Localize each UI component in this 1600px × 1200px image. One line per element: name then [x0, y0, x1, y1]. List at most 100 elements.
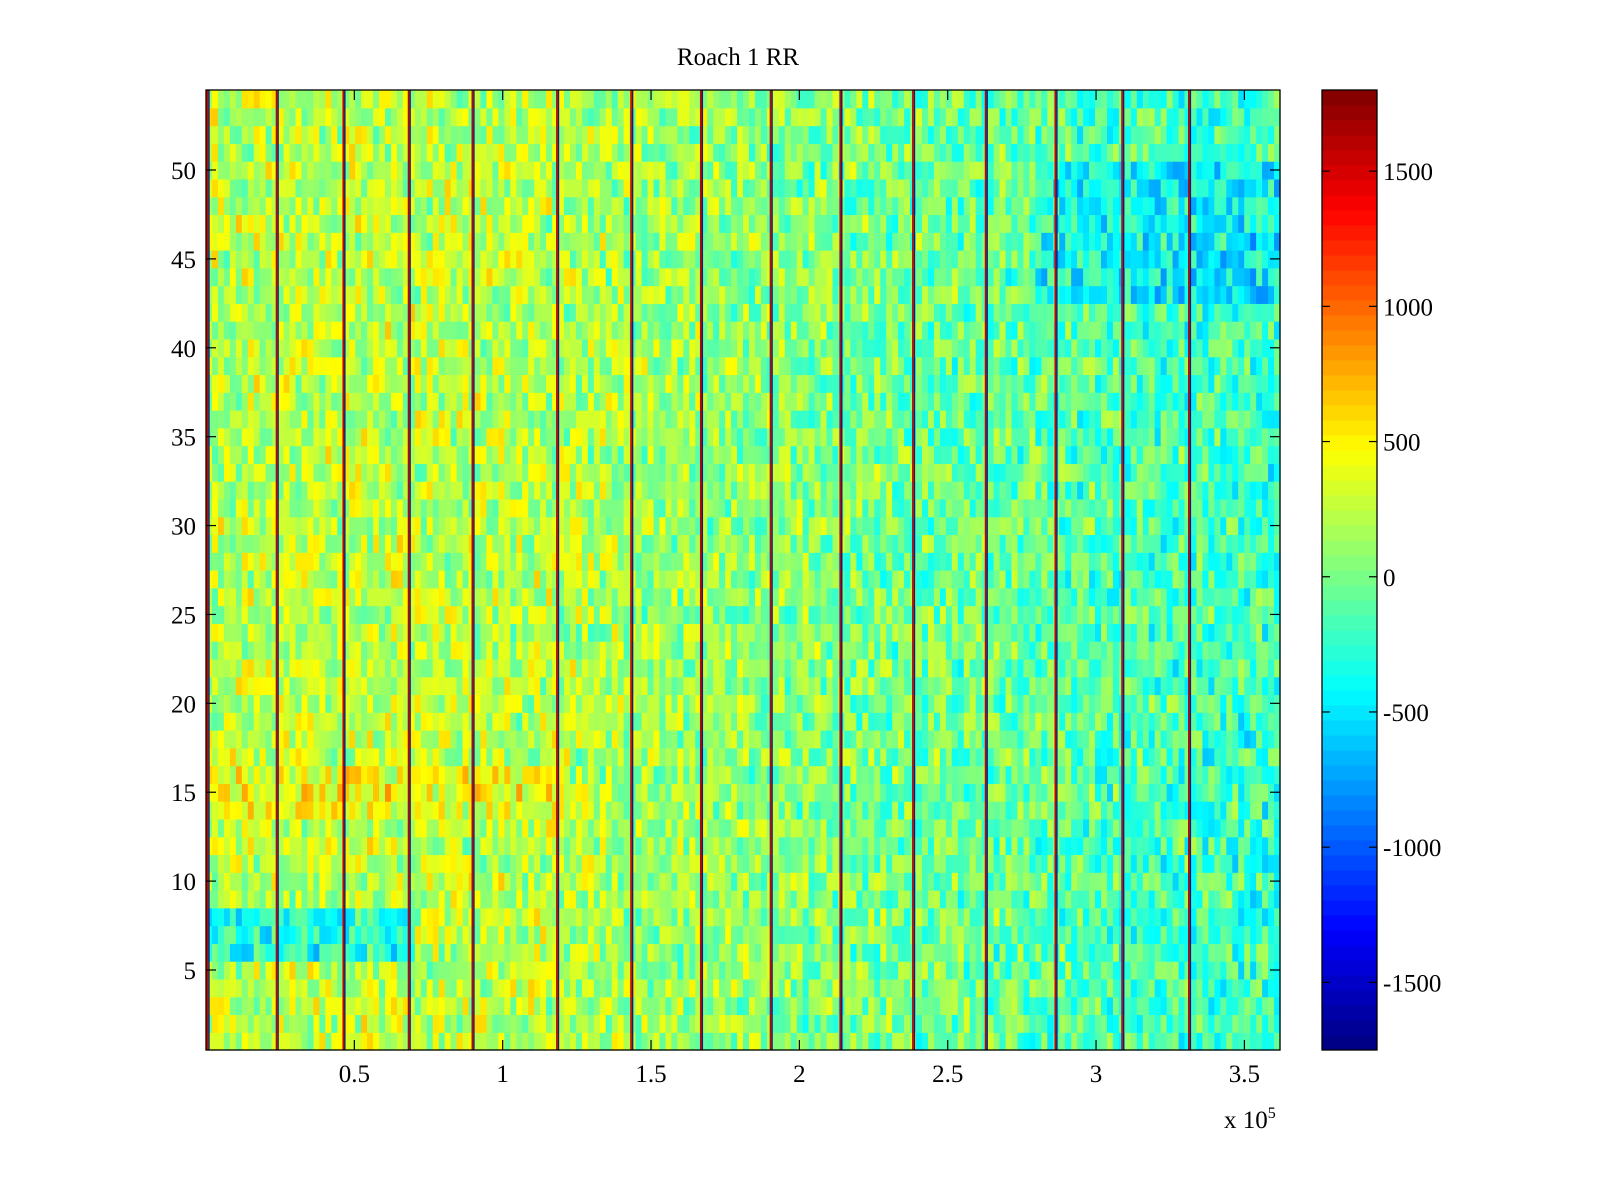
heatmap-cell: [516, 925, 523, 944]
heatmap-cell: [916, 907, 923, 927]
heatmap-cell: [552, 872, 559, 891]
heatmap-cell: [534, 996, 541, 1016]
heatmap-cell: [241, 801, 249, 820]
heatmap-cell: [725, 641, 732, 660]
heatmap-cell: [295, 641, 303, 660]
heatmap-cell: [731, 818, 738, 838]
heatmap-cell: [1023, 712, 1030, 731]
heatmap-cell: [289, 694, 297, 713]
heatmap-cell: [1274, 818, 1281, 838]
heatmap-cell: [402, 605, 410, 624]
heatmap-cell: [1023, 658, 1030, 678]
heatmap-cell: [1065, 1032, 1072, 1051]
heatmap-cell: [695, 747, 702, 767]
heatmap-cell: [683, 943, 690, 962]
heatmap-cell: [1214, 641, 1221, 660]
heatmap-cell: [1202, 818, 1209, 838]
heatmap-cell: [945, 943, 953, 962]
heatmap-cell: [617, 836, 625, 856]
heatmap-cell: [683, 765, 690, 784]
heatmap-cell: [558, 801, 565, 820]
heatmap-cell: [271, 907, 279, 927]
heatmap-cell: [1160, 907, 1168, 927]
heatmap-cell: [235, 676, 243, 696]
heatmap-cell: [450, 978, 458, 998]
heatmap-cell: [868, 872, 875, 891]
heatmap-cell: [874, 961, 881, 980]
heatmap-cell: [683, 907, 690, 927]
heatmap-cell: [361, 623, 368, 642]
heatmap-cell: [868, 570, 875, 589]
heatmap-cell: [1089, 943, 1096, 962]
heatmap-cell: [569, 783, 577, 802]
heatmap-cell: [1202, 1014, 1209, 1033]
heatmap-cell: [1011, 818, 1019, 838]
heatmap-cell: [1190, 872, 1198, 891]
heatmap-cell: [707, 907, 714, 927]
heatmap-cell: [844, 676, 851, 696]
heatmap-cell: [564, 694, 571, 713]
heatmap-cell: [498, 641, 505, 660]
heatmap-cell: [1178, 694, 1186, 713]
heatmap-cell: [569, 996, 577, 1016]
heatmap-cell: [671, 872, 678, 891]
heatmap-cell: [379, 1014, 386, 1033]
heatmap-cell: [271, 658, 279, 678]
heatmap-cell: [1214, 925, 1221, 944]
heatmap-cell: [635, 996, 643, 1016]
heatmap-cell: [659, 730, 667, 749]
heatmap-cell: [1220, 872, 1227, 891]
heatmap-cell: [605, 676, 613, 696]
heatmap-cell: [486, 890, 493, 909]
heatmap-cell: [904, 801, 911, 820]
heatmap-cell: [241, 676, 249, 696]
heatmap-cell: [683, 996, 690, 1016]
heatmap-cell: [295, 1032, 303, 1051]
heatmap-cell: [289, 765, 297, 784]
heatmap-cell: [880, 943, 887, 962]
heatmap-cell: [385, 907, 392, 927]
heatmap-cell: [1184, 801, 1192, 820]
heatmap-cell: [1017, 605, 1025, 624]
heatmap-cell: [319, 925, 326, 944]
heatmap-cell: [1202, 996, 1209, 1016]
heatmap-cell: [814, 996, 822, 1016]
heatmap-cell: [361, 552, 368, 571]
heatmap-cell: [820, 552, 828, 571]
heatmap-cell: [414, 605, 422, 624]
heatmap-cell: [1124, 694, 1132, 713]
heatmap-cell: [253, 747, 261, 767]
heatmap-cell: [223, 943, 231, 962]
heatmap-cell: [253, 570, 261, 589]
heatmap-cell: [396, 961, 404, 980]
heatmap-cell: [486, 978, 493, 998]
heatmap-cell: [939, 694, 947, 713]
heatmap-cell: [1250, 658, 1257, 678]
heatmap-cell: [737, 1014, 744, 1033]
heatmap-cell: [271, 872, 279, 891]
heatmap-cell: [420, 890, 428, 909]
heatmap-cell: [510, 890, 517, 909]
heatmap-cell: [939, 765, 947, 784]
heatmap-cell: [504, 801, 511, 820]
heatmap-cell: [581, 1032, 589, 1051]
heatmap-cell: [349, 943, 356, 962]
heatmap-cell: [617, 872, 625, 891]
heatmap-cell: [1077, 783, 1084, 802]
heatmap-cell: [1226, 570, 1233, 589]
heatmap-cell: [1166, 1032, 1174, 1051]
heatmap-cell: [617, 570, 625, 589]
heatmap-cell: [456, 818, 464, 838]
heatmap-cell: [1268, 836, 1275, 856]
heatmap-cell: [1256, 641, 1263, 660]
heatmap-cell: [283, 818, 291, 838]
heatmap-cell: [402, 641, 410, 660]
heatmap-cell: [480, 570, 488, 589]
heatmap-cell: [1112, 818, 1120, 838]
heatmap-cell: [641, 641, 649, 660]
heatmap-cell: [1166, 694, 1174, 713]
heatmap-cell: [778, 552, 786, 571]
heatmap-cell: [916, 747, 923, 767]
heatmap-cell: [993, 1032, 1001, 1051]
heatmap-cell: [569, 605, 577, 624]
